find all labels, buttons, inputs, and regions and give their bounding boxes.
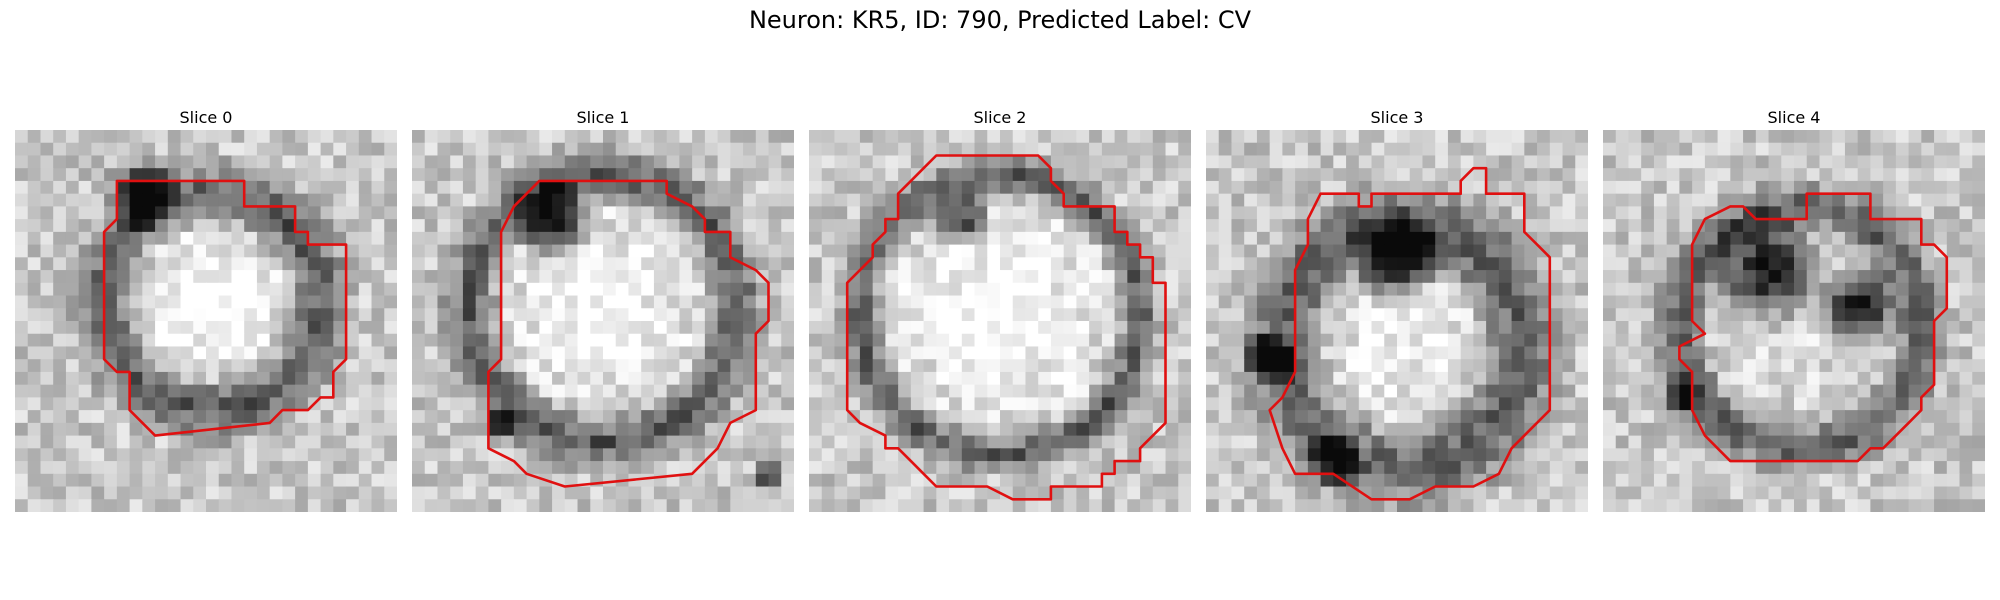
slice-image (1206, 130, 1588, 512)
pixel-grid (15, 130, 397, 512)
pixel-grid (809, 130, 1191, 512)
pixel-grid (1603, 130, 1985, 512)
slice-title: Slice 3 (1370, 108, 1424, 127)
slice-svg (1206, 130, 1588, 512)
slice-svg (412, 130, 794, 512)
slice-svg (809, 130, 1191, 512)
slice-title: Slice 1 (576, 108, 630, 127)
slice-image (1603, 130, 1985, 512)
figure-title: Neuron: KR5, ID: 790, Predicted Label: C… (748, 6, 1252, 34)
segmentation-contour (102, 179, 348, 437)
slice-panel-3: Slice 3 (1206, 106, 1588, 512)
pixel-grid (412, 130, 794, 512)
slice-image (15, 130, 397, 512)
slice-title: Slice 2 (973, 108, 1027, 127)
segmentation-contour (845, 154, 1167, 501)
slice-panel-2: Slice 2 (809, 106, 1191, 512)
slice-title: Slice 0 (179, 108, 233, 127)
segmentation-contour (1268, 166, 1552, 501)
slice-svg (15, 130, 397, 512)
pixel-grid (1206, 130, 1588, 512)
slice-title: Slice 4 (1767, 108, 1821, 127)
segmentation-contour (487, 179, 770, 488)
segmentation-contour (1678, 192, 1949, 463)
slice-panel-4: Slice 4 (1603, 106, 1985, 512)
slice-panel-1: Slice 1 (412, 106, 794, 512)
slice-svg (1603, 130, 1985, 512)
slice-image (412, 130, 794, 512)
slice-image (809, 130, 1191, 512)
slice-panel-0: Slice 0 (15, 106, 397, 512)
